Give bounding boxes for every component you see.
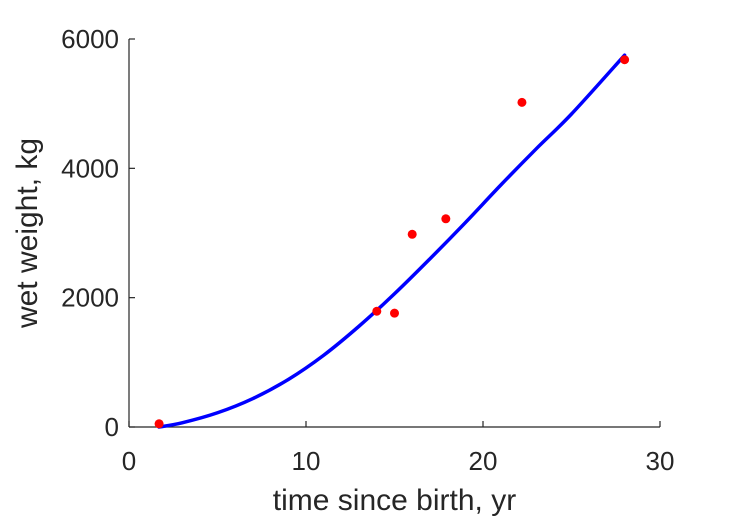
data-point xyxy=(372,306,382,316)
data-point xyxy=(441,214,451,224)
y-tick-label: 2000 xyxy=(61,283,119,313)
fit-curve xyxy=(157,53,627,429)
x-axis-ticks: 0 10 20 30 xyxy=(122,421,675,476)
data-point xyxy=(154,419,164,429)
plot-area xyxy=(154,53,630,429)
x-axis-label: time since birth, yr xyxy=(273,484,516,517)
x-tick-label: 0 xyxy=(122,446,136,476)
y-axis-ticks: 0 2000 4000 6000 xyxy=(61,24,135,442)
x-tick-label: 30 xyxy=(646,446,675,476)
data-point xyxy=(390,308,399,318)
data-point xyxy=(407,229,417,239)
x-tick-label: 10 xyxy=(292,446,321,476)
y-tick-label: 6000 xyxy=(61,24,119,54)
data-point xyxy=(517,97,527,107)
y-tick-label: 4000 xyxy=(61,153,119,183)
data-point xyxy=(620,55,630,65)
x-tick-label: 20 xyxy=(469,446,498,476)
y-axis-label: wet weight, kg xyxy=(11,138,44,329)
axes xyxy=(128,39,660,428)
y-tick-label: 0 xyxy=(105,412,119,442)
